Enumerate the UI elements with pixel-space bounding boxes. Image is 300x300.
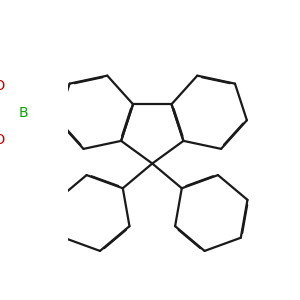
Text: HO: HO (0, 133, 6, 147)
Text: HO: HO (0, 79, 6, 93)
Text: B: B (19, 106, 29, 120)
